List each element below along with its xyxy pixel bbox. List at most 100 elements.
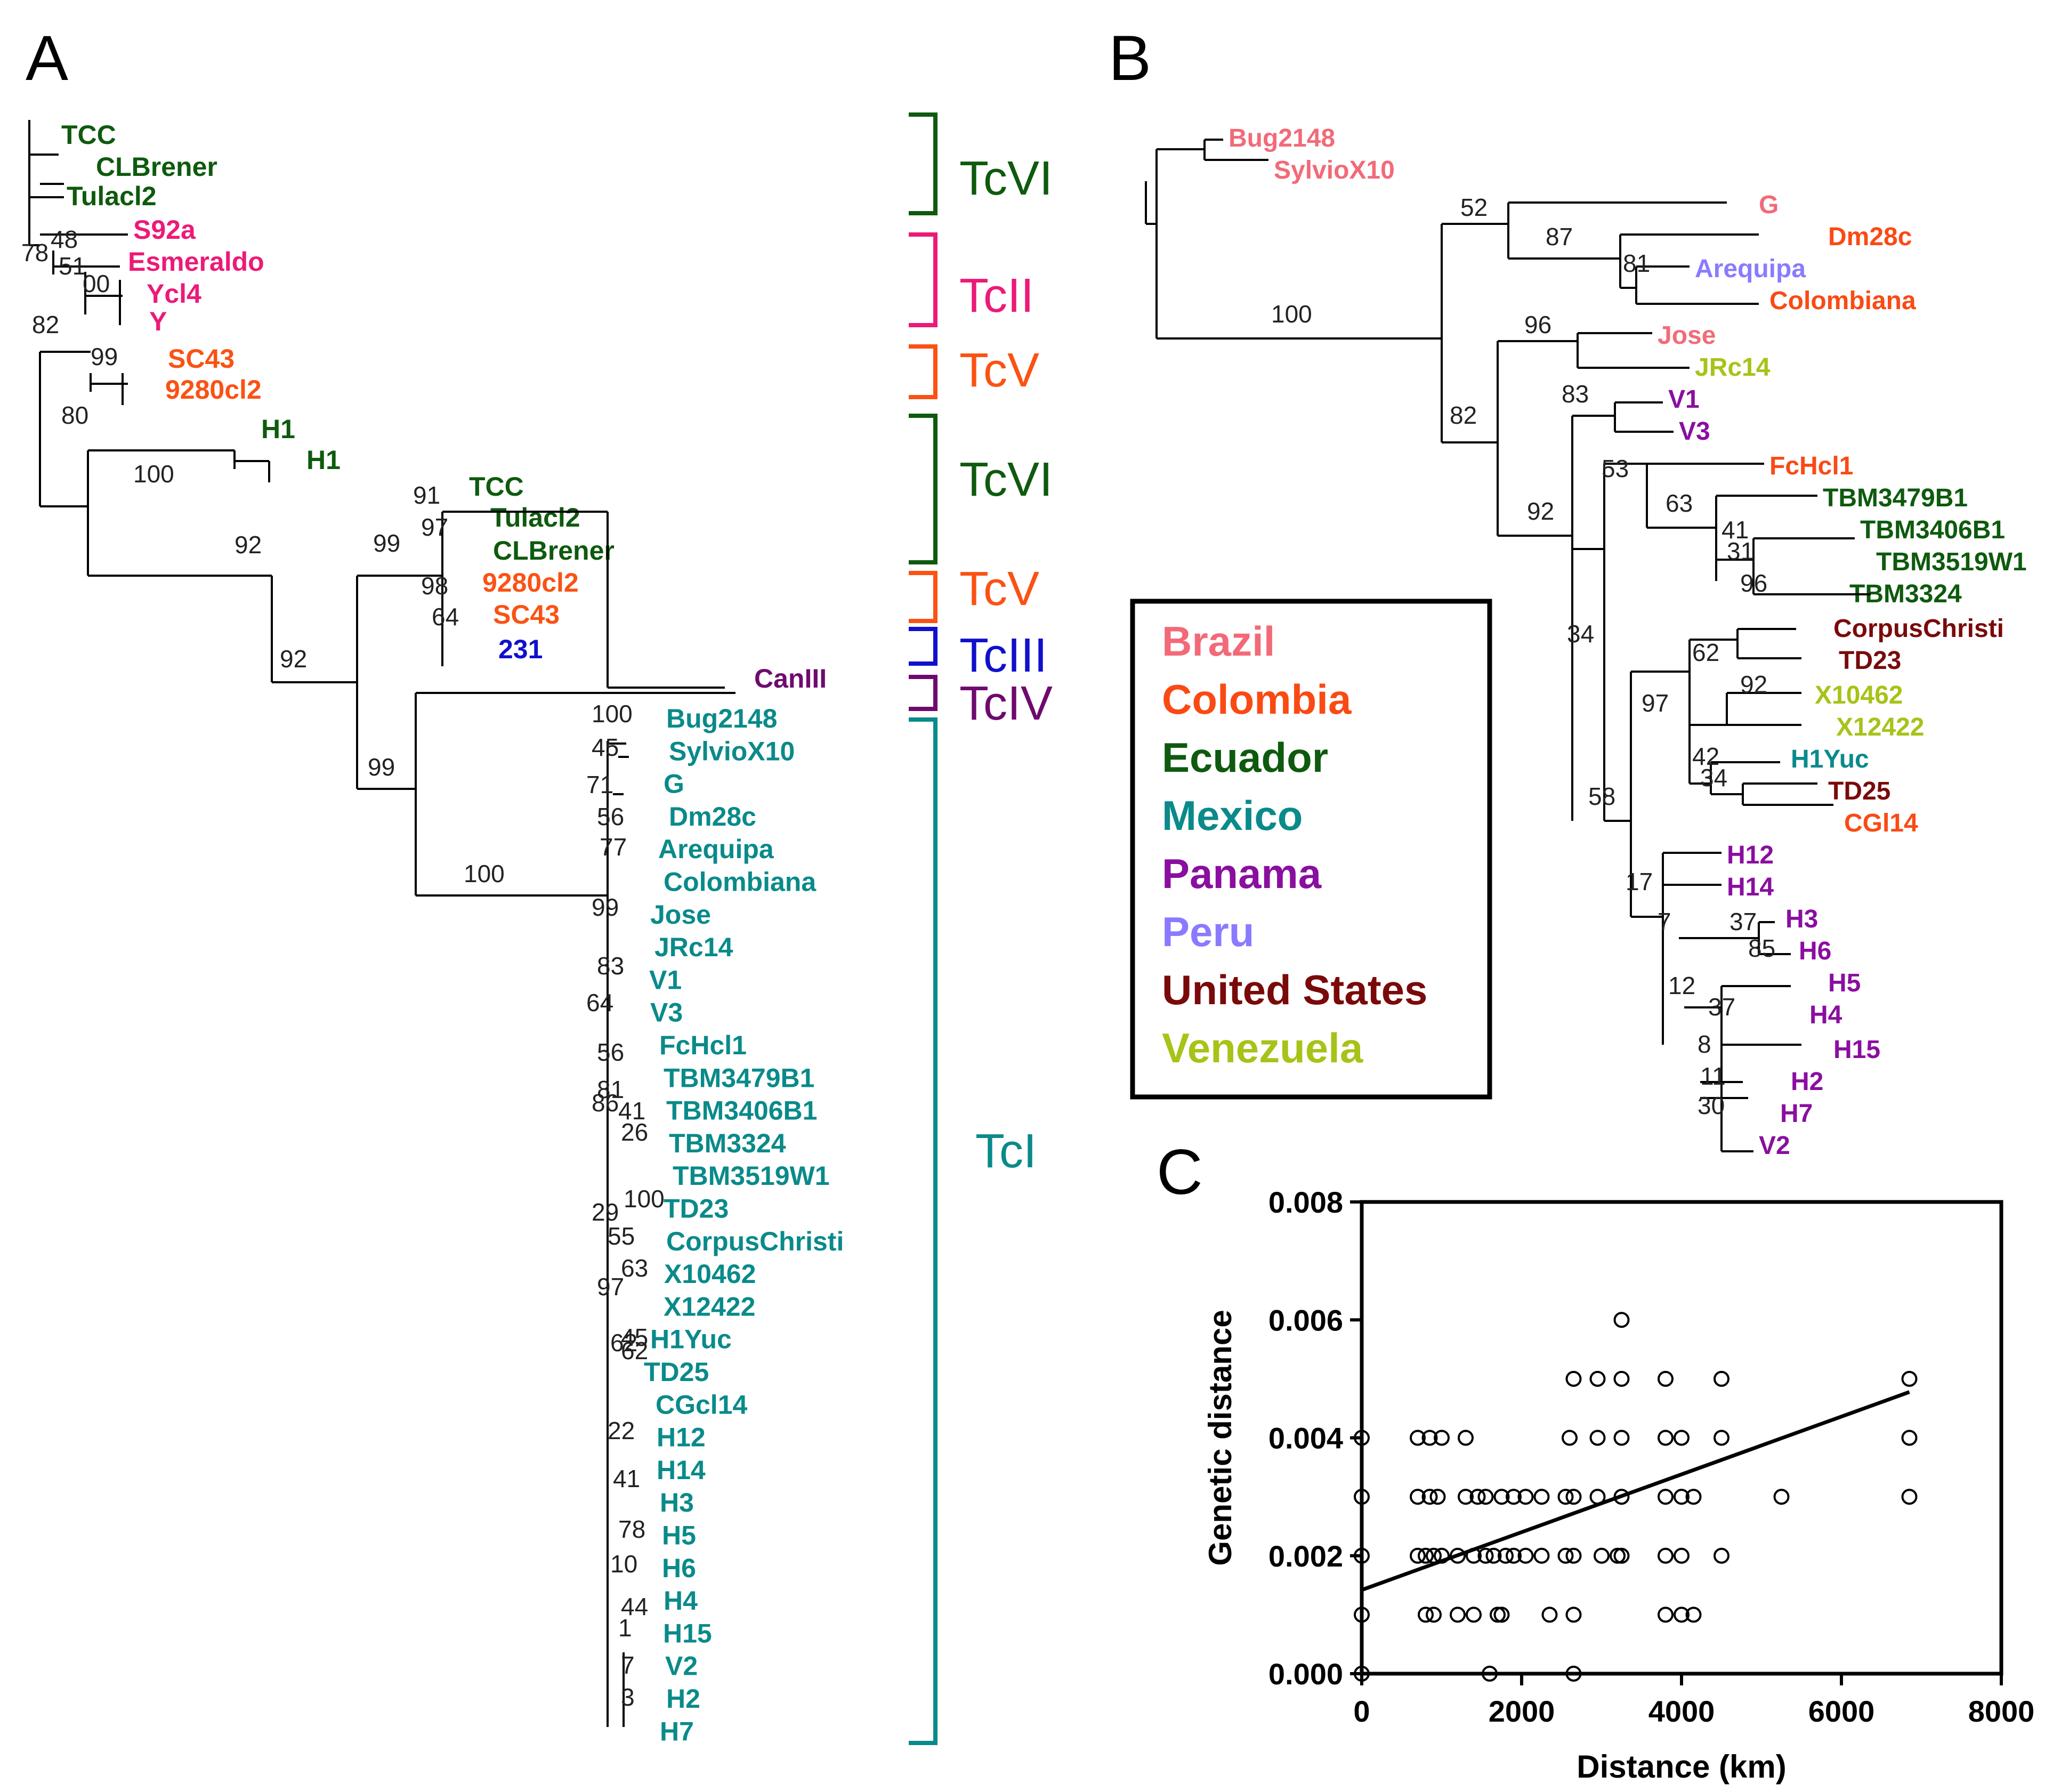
tip-label-a: CLBrener: [493, 536, 615, 566]
bootstrap-a: 29: [592, 1198, 619, 1226]
panel-letter-b: B: [1109, 22, 1151, 94]
bootstrap-a: 64: [432, 603, 459, 631]
scatter-point: [1658, 1547, 1674, 1564]
bootstrap-a: 64: [586, 989, 613, 1016]
dtu-bracket: [909, 675, 937, 711]
bootstrap-a: 92: [280, 645, 307, 673]
tip-label-a: Ycl4: [147, 279, 201, 309]
bootstrap-a: 81: [597, 1076, 624, 1103]
tip-label-a: H1Yuc: [650, 1325, 732, 1354]
tip-label-b: H1Yuc: [1791, 745, 1869, 773]
scatter-point: [1557, 1547, 1574, 1564]
bootstrap-b: 63: [1666, 489, 1693, 517]
scatter-point: [1421, 1430, 1438, 1446]
bootstrap-b: 42: [1692, 742, 1719, 770]
tip-label-a: H1: [306, 445, 341, 475]
scatter-point: [1901, 1430, 1918, 1446]
bootstrap-a: 7: [621, 1651, 635, 1679]
tip-label-a: 231: [498, 634, 543, 664]
scatter-point: [1517, 1547, 1534, 1564]
scatter-point: [1354, 1666, 1370, 1682]
scatter-point: [1429, 1489, 1446, 1505]
bootstrap-b: 92: [1527, 497, 1554, 525]
scatter-point: [1421, 1489, 1438, 1505]
tip-label-a: SC43: [168, 344, 235, 374]
scatter-point: [1493, 1489, 1510, 1505]
scatter-point: [1506, 1489, 1522, 1505]
legend-item-venezuela: Venezuela: [1162, 1024, 1363, 1071]
dtu-bracket: [909, 571, 937, 623]
tip-label-a: 9280cl2: [482, 568, 579, 598]
tip-label-a: H7: [660, 1716, 694, 1746]
bootstrap-a: 91: [413, 481, 440, 509]
bootstrap-b: 31: [1727, 537, 1754, 565]
tip-label-a: Y: [149, 306, 167, 336]
tip-label-b: TD23: [1839, 647, 1901, 675]
tip-label-a: TD25: [644, 1357, 709, 1387]
tip-label-a: Tulacl2: [67, 181, 157, 211]
bootstrap-b: 96: [1740, 569, 1767, 597]
bootstrap-b: 7: [1658, 908, 1671, 935]
scatter-point: [1901, 1489, 1918, 1505]
scatter-point: [1565, 1666, 1582, 1682]
tip-label-a: H12: [657, 1423, 706, 1452]
tip-label-b: TD25: [1828, 777, 1890, 805]
scatter-point: [1410, 1489, 1426, 1505]
bootstrap-a: 26: [621, 1118, 648, 1146]
bootstrap-a: 00: [83, 270, 110, 297]
tip-label-b: V2: [1759, 1132, 1790, 1160]
dtu-bracket: [909, 112, 937, 215]
tip-label-a: Arequipa: [658, 834, 774, 864]
tip-label-a: H1: [261, 414, 295, 444]
scatter-point: [1901, 1370, 1918, 1387]
bootstrap-b: 34: [1567, 620, 1594, 648]
tip-label-a: TCC: [61, 120, 116, 150]
bootstrap-a: 100: [624, 1185, 665, 1213]
scatter-point: [1613, 1312, 1630, 1328]
tip-label-a: 9280cl2: [165, 375, 262, 405]
bootstrap-a: 45: [592, 733, 619, 761]
scatter-point: [1410, 1547, 1426, 1564]
tip-label-a: Colombiana: [664, 867, 817, 897]
tip-label-b: X10462: [1815, 681, 1903, 709]
scatter-point: [1458, 1430, 1474, 1446]
dtu-label: TcI: [975, 1125, 1037, 1178]
scatter-point: [1485, 1547, 1502, 1564]
x-axis-label: Distance (km): [1577, 1749, 1786, 1785]
scatter-point: [1354, 1607, 1370, 1623]
tip-label-a: H6: [662, 1553, 696, 1583]
bootstrap-a: 78: [21, 239, 49, 267]
bootstrap-b: 17: [1626, 868, 1653, 895]
dtu-label: TcV: [959, 344, 1039, 397]
bootstrap-b: 37: [1729, 908, 1757, 935]
dtu-label: TcVI: [959, 152, 1053, 205]
tip-label-b: V1: [1668, 385, 1700, 414]
bootstrap-b: 34: [1700, 764, 1727, 792]
scatter-point: [1565, 1547, 1582, 1564]
bootstrap-a: 63: [621, 1254, 648, 1282]
tip-label-b: JRc14: [1695, 353, 1771, 382]
tip-label-b: TBM3406B1: [1860, 516, 2005, 544]
x-tick-label: 2000: [1489, 1694, 1555, 1728]
scatter-point: [1658, 1607, 1674, 1623]
bootstrap-a: 44: [621, 1593, 648, 1620]
tip-label-a: CGcl14: [656, 1390, 748, 1419]
tip-label-a: CanIII: [754, 664, 827, 693]
y-tick-label: 0.002: [1268, 1539, 1343, 1573]
tip-label-b: H7: [1780, 1100, 1813, 1128]
tip-label-b: CorpusChristi: [1833, 615, 2004, 643]
scatter-point: [1426, 1607, 1442, 1623]
tip-label-a: TBM3519W1: [673, 1161, 830, 1191]
scatter-point: [1658, 1489, 1674, 1505]
tip-label-a: V2: [665, 1651, 698, 1681]
tip-label-a: FcHcl1: [659, 1030, 747, 1060]
tip-label-a: V1: [649, 965, 682, 995]
tip-label-a: Dm28c: [669, 802, 756, 832]
scatter-point: [1506, 1547, 1522, 1564]
y-tick-label: 0.008: [1268, 1185, 1343, 1219]
country-legend: Brazil Colombia Ecuador Mexico Panama Peru Uni…: [1130, 599, 1492, 1100]
tip-label-a: CorpusChristi: [666, 1226, 844, 1256]
tip-label-b: TBM3519W1: [1876, 548, 2027, 576]
